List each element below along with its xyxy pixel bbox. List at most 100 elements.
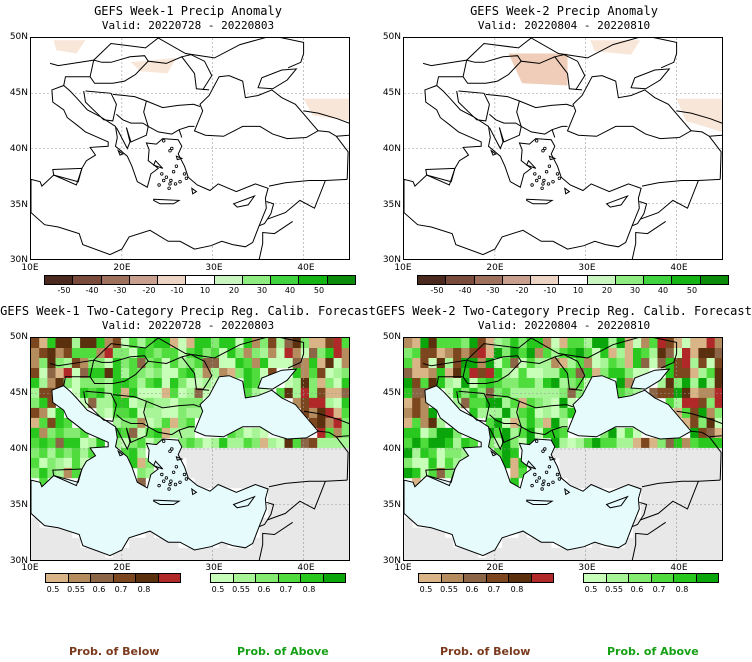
colorbar-swatch	[186, 276, 215, 284]
map-week1-anomaly[interactable]	[30, 37, 350, 260]
lat-label: 50N	[9, 332, 28, 342]
colorbar-label: 10	[199, 286, 211, 295]
colorbar-label: 30	[629, 286, 641, 295]
panel-valid-dates: Valid: 20220804 - 20220810	[477, 19, 651, 32]
lon-label: 20E	[486, 263, 504, 273]
lon-label: 40E	[670, 263, 688, 273]
prob-below-label: Prob. of Below	[69, 645, 160, 658]
colorbar-swatch	[68, 574, 91, 582]
lat-label: 45N	[9, 88, 28, 98]
colorbar-swatch	[45, 276, 74, 284]
colorbar-label: 0.5	[211, 585, 225, 594]
lon-label: 10E	[21, 263, 39, 273]
colorbar-swatch	[278, 574, 301, 582]
anomaly-colorbar	[44, 275, 356, 285]
colorbar-swatch	[531, 574, 553, 582]
colorbar-label: 0.5	[584, 585, 598, 594]
colorbar-label: 0.7	[114, 585, 128, 594]
colorbar-label: 40	[657, 286, 669, 295]
colorbar-label: 0.6	[465, 585, 479, 594]
colorbar-swatch	[531, 276, 560, 284]
panel-title: GEFS Week-1 Precip Anomaly	[94, 4, 282, 18]
colorbar-label: 0.6	[630, 585, 644, 594]
lon-label: 20E	[113, 563, 131, 573]
below-colorbar	[418, 573, 554, 583]
colorbar-swatch	[271, 276, 300, 284]
map-week2-probability[interactable]	[403, 337, 723, 561]
lat-label: 30N	[382, 556, 401, 566]
colorbar-label: 10	[572, 286, 584, 295]
colorbar-swatch	[214, 276, 243, 284]
colorbar-label: 0.8	[137, 585, 151, 594]
lat-label: 50N	[382, 332, 401, 342]
colorbar-swatch	[113, 574, 136, 582]
colorbar-label: -50	[57, 286, 71, 295]
colorbar-swatch	[129, 276, 159, 284]
colorbar-swatch	[136, 574, 159, 582]
colorbar-label: -30	[113, 286, 127, 295]
colorbar-swatch	[464, 574, 487, 582]
colorbar-label: -40	[85, 286, 99, 295]
lat-label: 45N	[382, 388, 401, 398]
panel-title: GEFS Week-2 Precip Anomaly	[470, 4, 658, 18]
colorbar-swatch	[101, 276, 130, 284]
colorbar-swatch	[502, 276, 532, 284]
colorbar-label: -30	[486, 286, 500, 295]
colorbar-label: 50	[686, 286, 698, 295]
anomaly-colorbar	[417, 275, 729, 285]
colorbar-swatch	[509, 574, 532, 582]
colorbar-swatch	[323, 574, 345, 582]
colorbar-label: 0.8	[302, 585, 316, 594]
lat-label: 50N	[9, 32, 28, 42]
lat-label: 35N	[9, 200, 28, 210]
map-week1-probability[interactable]	[30, 337, 350, 561]
colorbar-swatch	[696, 574, 718, 582]
colorbar-swatch	[651, 574, 674, 582]
colorbar-swatch	[73, 276, 102, 284]
colorbar-swatch	[644, 276, 673, 284]
colorbar-label: 0.8	[675, 585, 689, 594]
colorbar-label: 0.55	[232, 585, 250, 594]
colorbar-label: 50	[313, 286, 325, 295]
panel-valid-dates: Valid: 20220804 - 20220810	[477, 319, 651, 332]
colorbar-label: 20	[601, 286, 613, 295]
colorbar-label: 0.6	[92, 585, 106, 594]
colorbar-label: -40	[458, 286, 472, 295]
lat-label: 40N	[9, 144, 28, 154]
colorbar-swatch	[418, 276, 447, 284]
colorbar-swatch	[587, 276, 616, 284]
colorbar-swatch	[674, 574, 697, 582]
lon-label: 30E	[578, 563, 596, 573]
colorbar-label: 20	[228, 286, 240, 295]
colorbar-swatch	[700, 276, 728, 284]
colorbar-swatch	[46, 574, 69, 582]
colorbar-swatch	[615, 276, 645, 284]
lon-label: 30E	[578, 263, 596, 273]
lat-label: 50N	[382, 32, 401, 42]
lat-label: 40N	[382, 144, 401, 154]
colorbar-swatch	[629, 574, 652, 582]
colorbar-swatch	[606, 574, 629, 582]
colorbar-label: 0.55	[67, 585, 85, 594]
lon-label: 30E	[205, 263, 223, 273]
colorbar-label: 0.6	[257, 585, 271, 594]
map-week2-anomaly[interactable]	[403, 37, 723, 260]
prob-below-label: Prob. of Below	[440, 645, 531, 658]
prob-above-label: Prob. of Above	[607, 645, 699, 658]
colorbar-swatch	[299, 276, 328, 284]
colorbar-label: -10	[170, 286, 184, 295]
colorbar-label: 30	[256, 286, 268, 295]
above-colorbar	[583, 573, 719, 583]
lat-label: 30N	[9, 255, 28, 265]
lon-label: 10E	[394, 263, 412, 273]
colorbar-label: -20	[515, 286, 529, 295]
colorbar-label: 0.55	[605, 585, 623, 594]
lon-label: 40E	[670, 563, 688, 573]
colorbar-swatch	[211, 574, 234, 582]
colorbar-swatch	[242, 276, 272, 284]
colorbar-label: -10	[543, 286, 557, 295]
colorbar-label: 0.5	[46, 585, 60, 594]
lat-label: 30N	[382, 255, 401, 265]
below-colorbar	[45, 573, 181, 583]
colorbar-swatch	[474, 276, 503, 284]
